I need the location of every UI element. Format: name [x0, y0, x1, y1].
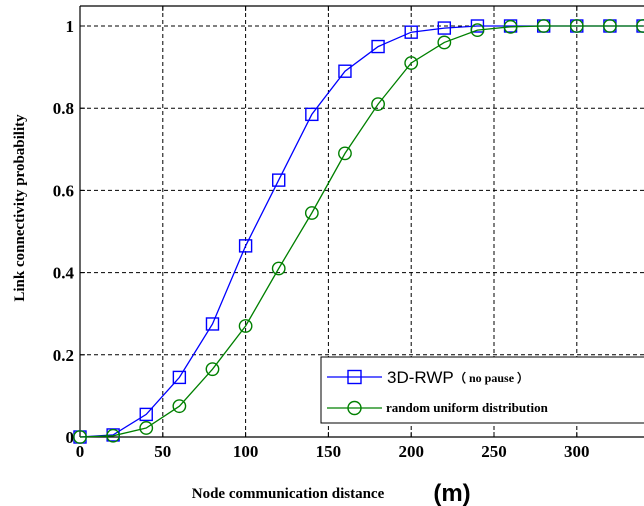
- y-tick-label: 0.4: [53, 264, 75, 283]
- y-axis-title: Link connectivity probability: [12, 114, 28, 302]
- y-tick-label: 0.8: [53, 99, 74, 118]
- legend-marker-circle: [347, 400, 362, 416]
- y-tick-label: 0: [66, 428, 75, 447]
- data-point-square: [238, 239, 253, 253]
- data-point-square: [404, 25, 418, 39]
- legend-marker-square: [347, 369, 362, 385]
- x-tick-label: 250: [481, 442, 507, 461]
- data-point-square: [437, 21, 452, 35]
- data-point-circle: [139, 421, 154, 435]
- data-point-square: [139, 407, 153, 422]
- data-point-square: [272, 173, 286, 187]
- data-point-circle: [437, 35, 452, 50]
- data-point-square: [338, 64, 352, 78]
- legend-label-3d-rwp: 3D-RWP: [387, 368, 454, 387]
- data-point-square: [305, 107, 319, 122]
- legend-label-uniform: random uniform distribution: [386, 400, 549, 415]
- data-point-circle: [106, 428, 121, 443]
- legend: 3D-RWP （ no pause ） random uniform distr…: [320, 356, 644, 424]
- data-point-circle: [503, 19, 518, 34]
- x-tick-label: 0: [76, 442, 85, 461]
- data-point-circle: [470, 23, 485, 38]
- x-axis-title: Node communication distance: [192, 486, 385, 502]
- legend-label-3d-rwp-suffix: （ no pause ）: [454, 370, 529, 385]
- data-point-square: [172, 370, 187, 385]
- data-point-circle: [404, 56, 419, 70]
- series-random-uniform: [73, 19, 644, 444]
- data-point-circle: [603, 19, 617, 33]
- x-tick-label: 100: [233, 442, 259, 461]
- data-point-square: [470, 19, 485, 33]
- data-point-circle: [371, 97, 385, 111]
- x-axis-unit: (m): [433, 480, 470, 506]
- x-tick-label: 200: [398, 442, 424, 461]
- x-tick-label: 300: [564, 442, 590, 461]
- data-point-circle: [536, 19, 551, 33]
- data-point-circle: [238, 319, 253, 333]
- legend-box: [320, 356, 644, 424]
- data-point-circle: [205, 362, 220, 377]
- x-tick-label: 150: [316, 442, 342, 461]
- axes: [79, 5, 644, 438]
- data-point-circle: [338, 146, 352, 161]
- series-layer: [73, 19, 644, 444]
- x-tick-label: 50: [154, 442, 171, 461]
- data-point-circle: [73, 430, 87, 444]
- y-tick-label: 0.2: [53, 346, 74, 365]
- data-point-circle: [569, 19, 584, 33]
- data-point-circle: [172, 399, 187, 414]
- data-point-square: [205, 317, 220, 331]
- data-point-circle: [271, 261, 286, 276]
- data-point-circle: [636, 19, 644, 33]
- data-point-circle: [304, 206, 319, 220]
- tick-labels: 0 50 100 150 200 250 300 0 0.2 0.4 0.6 0.8 1: [53, 17, 590, 461]
- y-tick-label: 1: [66, 17, 75, 36]
- data-point-square: [371, 39, 385, 54]
- y-tick-label: 0.6: [53, 181, 74, 200]
